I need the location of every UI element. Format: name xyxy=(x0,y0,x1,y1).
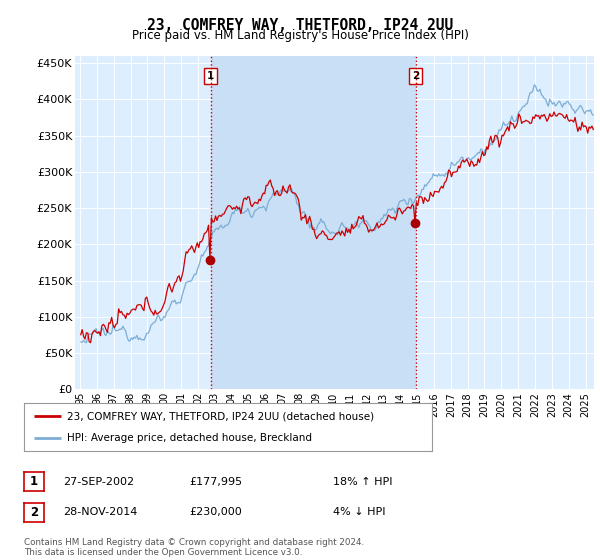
Text: £177,995: £177,995 xyxy=(189,477,242,487)
Text: 1: 1 xyxy=(207,71,214,81)
Text: 23, COMFREY WAY, THETFORD, IP24 2UU (detached house): 23, COMFREY WAY, THETFORD, IP24 2UU (det… xyxy=(67,411,374,421)
Text: HPI: Average price, detached house, Breckland: HPI: Average price, detached house, Brec… xyxy=(67,433,312,443)
Text: 2: 2 xyxy=(412,71,419,81)
Text: 2: 2 xyxy=(30,506,38,519)
Text: 23, COMFREY WAY, THETFORD, IP24 2UU: 23, COMFREY WAY, THETFORD, IP24 2UU xyxy=(147,18,453,33)
Text: 4% ↓ HPI: 4% ↓ HPI xyxy=(333,507,386,517)
Bar xyxy=(211,56,416,389)
Text: Price paid vs. HM Land Registry's House Price Index (HPI): Price paid vs. HM Land Registry's House … xyxy=(131,29,469,42)
Text: 27-SEP-2002: 27-SEP-2002 xyxy=(63,477,134,487)
Text: Contains HM Land Registry data © Crown copyright and database right 2024.
This d: Contains HM Land Registry data © Crown c… xyxy=(24,538,364,557)
Text: 28-NOV-2014: 28-NOV-2014 xyxy=(63,507,137,517)
Text: 1: 1 xyxy=(30,475,38,488)
Text: 18% ↑ HPI: 18% ↑ HPI xyxy=(333,477,392,487)
Text: £230,000: £230,000 xyxy=(189,507,242,517)
